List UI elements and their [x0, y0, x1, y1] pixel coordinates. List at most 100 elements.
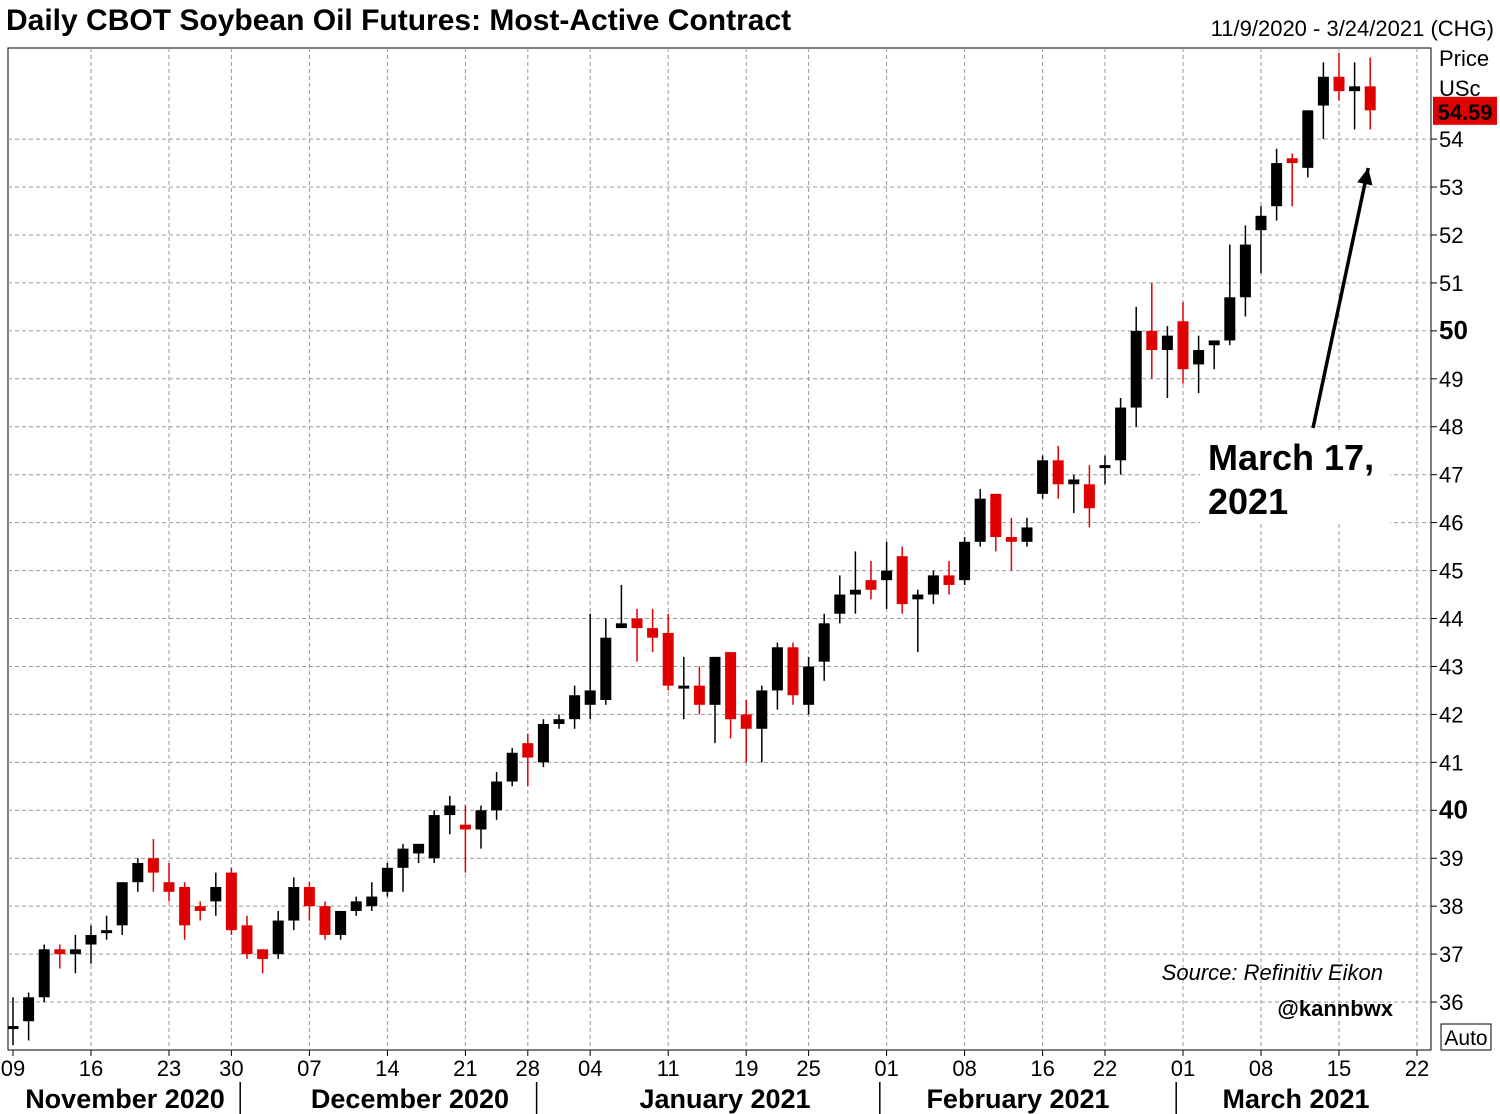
annotation-line2: 2021	[1208, 481, 1288, 522]
candle-body	[179, 886, 191, 926]
candle-body	[413, 843, 425, 854]
candle-body	[927, 575, 939, 595]
y-tick-label: 46	[1439, 511, 1463, 536]
scale-mode-box	[1440, 1023, 1492, 1051]
y-tick-label: 49	[1439, 367, 1463, 392]
y-tick-label: 53	[1439, 175, 1463, 200]
month-label: December 2020	[311, 1084, 509, 1114]
candle-body	[662, 632, 674, 686]
annotation-line1: March 17,	[1208, 437, 1374, 478]
month-label: November 2020	[25, 1084, 225, 1114]
month-label: March 2021	[1222, 1084, 1369, 1114]
annotation-bg	[1200, 432, 1390, 524]
candle-body	[771, 647, 783, 691]
candle-body	[116, 882, 128, 926]
candle-body	[725, 652, 737, 720]
candle-body	[1302, 110, 1314, 168]
x-tick-label: 08	[952, 1056, 976, 1081]
x-tick-label: 28	[516, 1056, 540, 1081]
candle-body	[506, 752, 518, 782]
candle-body	[272, 920, 284, 955]
candle-body	[896, 556, 908, 605]
candle-body	[787, 647, 799, 696]
x-tick-label: 25	[796, 1056, 820, 1081]
candle-body	[257, 949, 269, 959]
candle-body	[85, 934, 97, 945]
last-price-label: 54.59	[1437, 100, 1492, 125]
y-tick-label: 48	[1439, 415, 1463, 440]
candle-body	[834, 594, 846, 614]
y-tick-label: 47	[1439, 463, 1463, 488]
candle-body	[1349, 86, 1361, 92]
candle-body	[7, 1026, 19, 1030]
candle-body	[241, 925, 253, 955]
x-tick-label: 30	[219, 1056, 243, 1081]
candle-body	[1333, 76, 1345, 92]
y-tick-label: 41	[1439, 750, 1463, 775]
candle-body	[444, 805, 456, 816]
candle-body	[990, 493, 1002, 538]
candle-body	[1271, 163, 1283, 207]
y-tick-label: 40	[1439, 794, 1468, 824]
candle-body	[756, 690, 768, 729]
x-tick-label: 07	[297, 1056, 321, 1081]
candle-body	[818, 623, 830, 662]
y-tick-label: 36	[1439, 990, 1463, 1015]
candles	[7, 52, 1376, 1046]
candle-body	[381, 867, 393, 892]
candle-body	[132, 863, 144, 883]
y-tick-label: 43	[1439, 654, 1463, 679]
candle-body	[615, 623, 627, 629]
y-tick-label: 51	[1439, 271, 1463, 296]
candle-body	[350, 901, 362, 911]
x-tick-label: 11	[657, 1056, 680, 1081]
candle-body	[522, 743, 534, 758]
candle-body	[1364, 86, 1376, 111]
arrow-head-icon	[1357, 168, 1373, 186]
candle-body	[678, 685, 690, 689]
candle-body	[693, 685, 705, 705]
candle-body	[319, 906, 331, 935]
candle-body	[974, 498, 986, 542]
x-tick-label: 01	[1171, 1056, 1195, 1081]
candle-body	[1255, 215, 1267, 231]
candle-body	[959, 541, 971, 581]
grid	[7, 47, 1432, 1051]
y-axis-label: Price	[1439, 46, 1489, 71]
candle-body	[1083, 484, 1095, 509]
candle-body	[428, 815, 440, 859]
candle-body	[849, 589, 861, 595]
candle-body	[335, 910, 347, 935]
candle-body	[631, 618, 643, 629]
source-label: Source: Refinitiv Eikon	[1162, 960, 1383, 985]
x-tick-label: 14	[375, 1056, 399, 1081]
x-tick-label: 23	[157, 1056, 181, 1081]
candle-body	[553, 719, 565, 724]
x-tick-label: 16	[79, 1056, 103, 1081]
candle-body	[647, 628, 659, 638]
candle-body	[803, 666, 815, 705]
candle-body	[881, 570, 893, 581]
candle-body	[54, 949, 66, 955]
candle-body	[600, 637, 612, 701]
candle-body	[1068, 479, 1080, 485]
x-tick-label: 01	[874, 1056, 898, 1081]
candle-body	[459, 824, 471, 830]
candle-body	[569, 695, 581, 720]
x-tick-label: 04	[578, 1056, 602, 1081]
last-price-badge	[1433, 96, 1497, 125]
candle-body	[1021, 527, 1033, 542]
y-tick-label: 39	[1439, 846, 1463, 871]
candle-body	[1286, 158, 1298, 164]
candle-body	[1115, 407, 1127, 461]
candle-body	[584, 690, 596, 705]
candle-body	[912, 594, 924, 600]
x-tick-label: 19	[734, 1056, 758, 1081]
x-tick-label: 09	[1, 1056, 25, 1081]
candle-body	[210, 886, 222, 902]
y-tick-label: 42	[1439, 702, 1463, 727]
candle-body	[709, 656, 721, 705]
candle-body	[1193, 350, 1205, 365]
y-tick-label: 44	[1439, 607, 1463, 632]
